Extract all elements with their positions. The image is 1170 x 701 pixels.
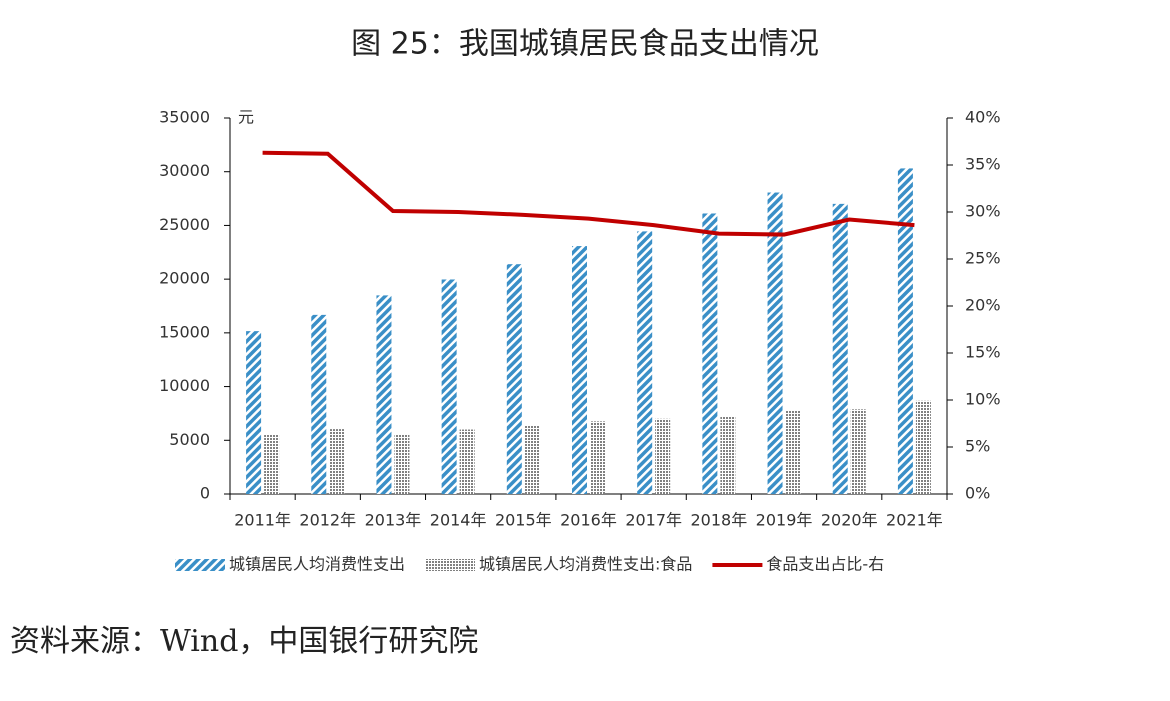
y-tick-label: 25000 <box>159 215 210 234</box>
bar <box>637 231 653 494</box>
bar <box>376 295 392 494</box>
bar <box>785 410 801 494</box>
x-tick-label: 2019年 <box>756 511 813 530</box>
y-tick-label: 5000 <box>169 430 210 449</box>
x-tick-label: 2016年 <box>560 511 617 530</box>
bar <box>524 425 540 494</box>
x-tick-label: 2020年 <box>821 511 878 530</box>
legend-swatch <box>175 559 225 571</box>
bar <box>850 409 866 494</box>
bar <box>767 192 783 494</box>
x-tick-label: 2012年 <box>299 511 356 530</box>
bar <box>394 434 410 494</box>
y2-tick-label: 40% <box>965 108 1001 127</box>
legend-label: 城镇居民人均消费性支出 <box>229 555 405 574</box>
y-unit: 元 <box>238 108 254 127</box>
bar <box>246 331 262 494</box>
chart-title: 图 25：我国城镇居民食品支出情况 <box>351 27 819 62</box>
x-tick-label: 2017年 <box>625 511 682 530</box>
bar <box>329 429 345 494</box>
bar <box>720 416 736 494</box>
bar <box>459 429 475 494</box>
bar <box>572 246 587 494</box>
y2-tick-label: 10% <box>965 390 1001 409</box>
line-series <box>262 150 915 237</box>
bar <box>655 418 671 494</box>
x-tick-label: 2013年 <box>365 511 422 530</box>
y2-tick-label: 30% <box>965 202 1001 221</box>
bar <box>702 213 718 494</box>
bar <box>832 203 848 494</box>
bar <box>897 168 913 494</box>
y2-tick-label: 35% <box>965 155 1001 174</box>
x-tick-label: 2015年 <box>495 511 552 530</box>
source: 资料来源：Wind，中国银行研究院 <box>10 624 478 659</box>
x-tick-label: 2011年 <box>234 511 291 530</box>
legend-label: 食品支出占比-右 <box>766 555 884 574</box>
y2-tick-label: 20% <box>965 296 1001 315</box>
y2-tick-label: 0% <box>965 484 990 503</box>
legend-swatch <box>425 559 476 571</box>
bar <box>506 264 522 494</box>
y-tick-label: 10000 <box>159 376 210 395</box>
x-tick-label: 2021年 <box>886 511 943 530</box>
y-tick-label: 30000 <box>159 161 210 180</box>
y-tick-label: 20000 <box>159 269 210 288</box>
x-tick-label: 2018年 <box>690 511 747 530</box>
y2-tick-label: 5% <box>965 437 990 456</box>
bar <box>915 400 931 494</box>
y-tick-label: 15000 <box>159 322 210 341</box>
bar <box>264 434 280 494</box>
legend-label: 城镇居民人均消费性支出:食品 <box>479 555 692 574</box>
y-tick-label: 0 <box>200 484 210 503</box>
x-tick-label: 2014年 <box>430 511 487 530</box>
bar <box>311 314 327 494</box>
bar <box>441 279 457 494</box>
bar <box>590 421 605 494</box>
y-tick-label: 35000 <box>159 108 210 127</box>
y2-tick-label: 25% <box>965 249 1001 268</box>
y2-tick-label: 15% <box>965 343 1001 362</box>
